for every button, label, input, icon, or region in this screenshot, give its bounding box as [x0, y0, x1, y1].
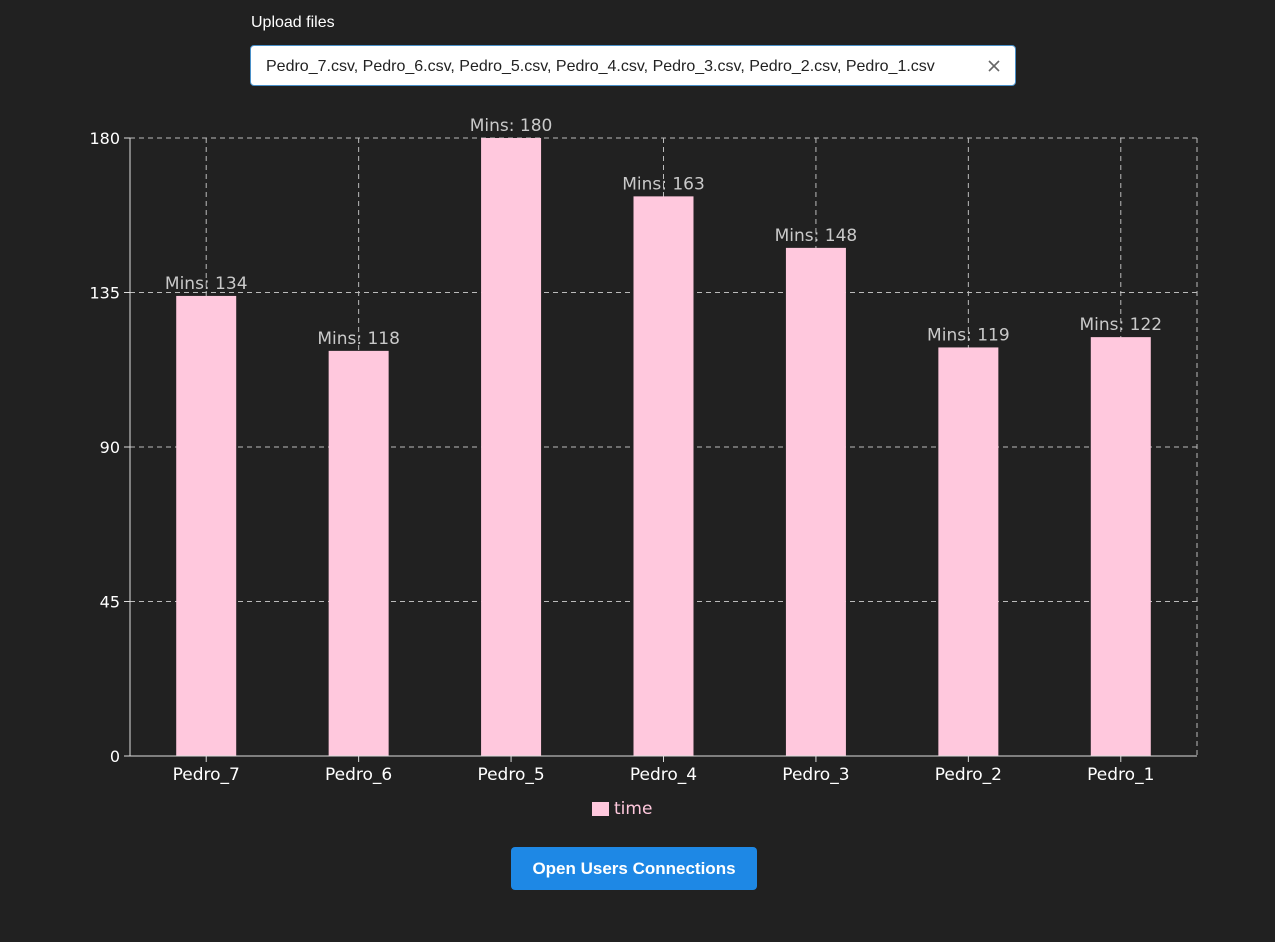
y-tick-label: 180	[89, 129, 120, 148]
y-tick-label: 135	[89, 284, 120, 303]
x-tick-label: Pedro_5	[477, 765, 544, 785]
data-label: Mins: 118	[317, 329, 400, 349]
data-label: Mins: 180	[470, 116, 553, 136]
data-label: Mins: 122	[1079, 315, 1162, 335]
bar	[633, 196, 694, 756]
x-tick-label: Pedro_3	[782, 765, 849, 785]
bar	[481, 138, 542, 756]
y-tick-label: 90	[100, 438, 120, 457]
x-tick-label: Pedro_2	[935, 765, 1002, 785]
x-tick-label: Pedro_4	[630, 765, 697, 785]
bar	[176, 295, 237, 756]
open-users-connections-button[interactable]: Open Users Connections	[511, 847, 757, 890]
close-icon[interactable]	[985, 57, 1003, 75]
legend-swatch	[592, 802, 609, 816]
bar	[328, 350, 389, 756]
data-label: Mins: 119	[927, 325, 1010, 345]
bar	[785, 247, 846, 756]
bar-chart: 0 45 90 135 180 Pedro_7 Pedro_6 Pedro_5 Pedro_4 P…	[89, 116, 1198, 819]
y-tick-label: 45	[100, 593, 120, 612]
x-tick-label: Pedro_1	[1087, 765, 1154, 785]
bar	[1090, 337, 1151, 756]
file-upload-input[interactable]: Pedro_7.csv, Pedro_6.csv, Pedro_5.csv, P…	[250, 45, 1016, 86]
data-label: Mins: 134	[165, 274, 248, 294]
x-tick-label: Pedro_7	[173, 765, 240, 785]
bar	[938, 347, 999, 756]
data-label: Mins: 163	[622, 174, 705, 194]
y-tick-label: 0	[110, 747, 120, 766]
upload-label: Upload files	[251, 14, 335, 31]
x-tick-label: Pedro_6	[325, 765, 392, 785]
legend-label: time	[614, 799, 652, 819]
data-label: Mins: 148	[775, 226, 858, 246]
